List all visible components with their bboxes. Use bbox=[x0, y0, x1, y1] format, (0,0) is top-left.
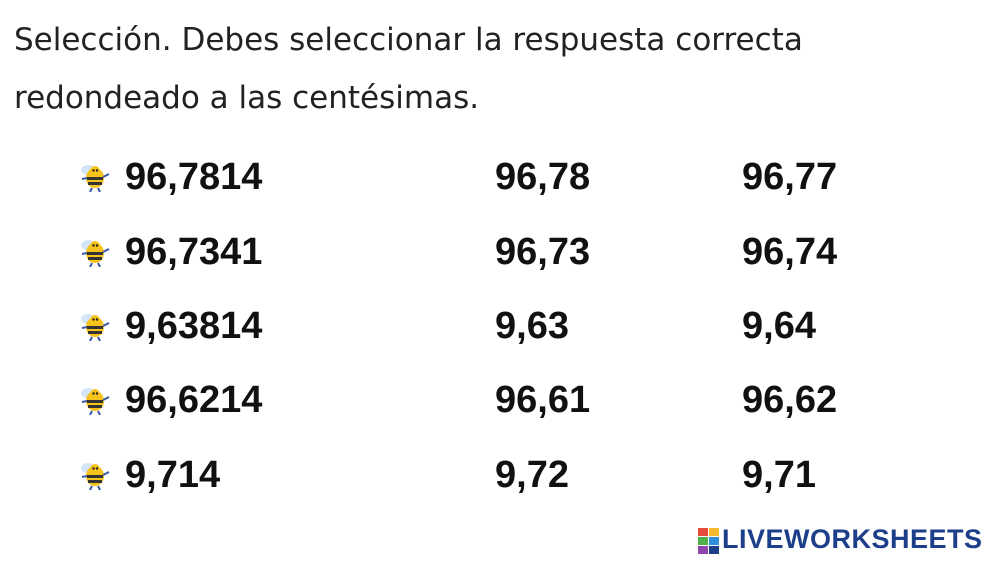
question-row: 96,6214 96,61 96,62 bbox=[0, 375, 1000, 425]
bee-icon bbox=[81, 240, 110, 268]
question-row: 9,714 9,72 9,71 bbox=[0, 450, 1000, 500]
instruction-line: redondeado a las centésimas. bbox=[14, 80, 480, 116]
answer-option[interactable]: 9,72 bbox=[495, 454, 569, 496]
question-row: 96,7814 96,78 96,77 bbox=[0, 152, 1000, 202]
answer-option[interactable]: 96,78 bbox=[495, 156, 591, 198]
answer-option[interactable]: 96,77 bbox=[742, 156, 838, 198]
question-row: 9,63814 9,63 9,64 bbox=[0, 301, 1000, 351]
bee-bullet bbox=[78, 162, 112, 196]
bee-bullet bbox=[78, 460, 112, 494]
question-number: 96,7814 bbox=[125, 156, 263, 198]
brand-name: LIVEWORKSHEETS bbox=[722, 524, 983, 554]
bee-icon bbox=[81, 165, 110, 193]
answer-option[interactable]: 96,61 bbox=[495, 379, 591, 421]
answer-option[interactable]: 96,74 bbox=[742, 231, 838, 273]
question-number: 9,714 bbox=[125, 454, 221, 496]
instruction-line: Selección. Debes seleccionar la respuest… bbox=[14, 22, 803, 58]
answer-option[interactable]: 96,62 bbox=[742, 379, 838, 421]
brand-logo bbox=[698, 528, 719, 554]
bee-bullet bbox=[78, 311, 112, 345]
answer-option[interactable]: 9,63 bbox=[495, 305, 569, 347]
bee-bullet bbox=[78, 385, 112, 419]
question-number: 9,63814 bbox=[125, 305, 263, 347]
bee-icon bbox=[81, 388, 110, 416]
answer-option[interactable]: 96,73 bbox=[495, 231, 591, 273]
question-number: 96,6214 bbox=[125, 379, 263, 421]
bee-icon bbox=[81, 314, 110, 342]
question-row: 96,7341 96,73 96,74 bbox=[0, 227, 1000, 277]
answer-option[interactable]: 9,71 bbox=[742, 454, 816, 496]
question-number: 96,7341 bbox=[125, 231, 263, 273]
bee-icon bbox=[81, 463, 110, 491]
bee-bullet bbox=[78, 237, 112, 271]
answer-option[interactable]: 9,64 bbox=[742, 305, 816, 347]
